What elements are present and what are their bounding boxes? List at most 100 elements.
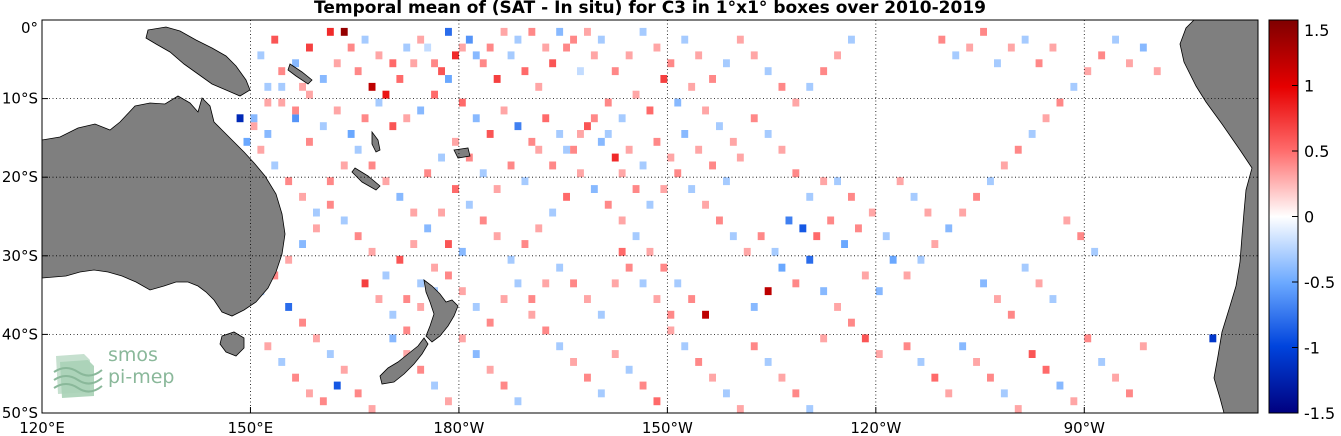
heatmap-cell bbox=[1139, 43, 1147, 52]
heatmap-cell bbox=[1042, 365, 1050, 374]
heatmap-cell bbox=[528, 27, 536, 36]
heatmap-cell bbox=[764, 287, 772, 296]
x-tick-label: 120°E bbox=[19, 419, 65, 436]
heatmap-cell bbox=[493, 75, 501, 83]
heatmap-cell bbox=[1014, 145, 1022, 154]
heatmap-cell bbox=[417, 279, 425, 288]
heatmap-cell bbox=[445, 271, 452, 280]
new-caledonia-landmass bbox=[351, 167, 381, 191]
heatmap-cell bbox=[1153, 67, 1161, 76]
heatmap-cell bbox=[778, 373, 786, 382]
plot-frame bbox=[41, 19, 1259, 414]
heatmap-cell bbox=[980, 279, 987, 288]
heatmap-cell bbox=[604, 130, 612, 138]
heatmap-cell bbox=[827, 216, 835, 225]
heatmap-cell bbox=[848, 192, 855, 201]
heatmap-cell bbox=[639, 279, 647, 288]
heatmap-cell bbox=[340, 216, 348, 225]
heatmap-cell bbox=[354, 145, 362, 154]
heatmap-cell bbox=[452, 51, 459, 60]
heatmap-cell bbox=[445, 27, 452, 36]
y-tick-label: 30°S bbox=[2, 247, 38, 265]
heatmap-cell bbox=[306, 90, 313, 99]
heatmap-cell bbox=[1049, 43, 1057, 52]
heatmap-cell bbox=[785, 216, 793, 225]
heatmap-cell bbox=[681, 342, 689, 351]
heatmap-cell bbox=[556, 342, 564, 351]
heatmap-cell bbox=[313, 208, 320, 217]
heatmap-cell bbox=[994, 295, 1001, 303]
heatmap-cell bbox=[458, 334, 466, 343]
heatmap-cell bbox=[695, 358, 703, 366]
heatmap-cell bbox=[285, 303, 293, 311]
heatmap-cell bbox=[1000, 161, 1008, 170]
heatmap-cell bbox=[292, 106, 299, 115]
heatmap-cell bbox=[1098, 51, 1106, 60]
heatmap-cell bbox=[368, 82, 376, 91]
heatmap-cell bbox=[931, 240, 939, 248]
heatmap-cell bbox=[618, 216, 626, 225]
south-america-landmass bbox=[1179, 20, 1258, 413]
heatmap-cell bbox=[521, 240, 529, 248]
heatmap-cell bbox=[702, 200, 709, 209]
heatmap-cell bbox=[653, 137, 661, 146]
heatmap-cell bbox=[271, 271, 279, 280]
heatmap-cell bbox=[987, 373, 994, 382]
y-tick-label: 0° bbox=[21, 19, 38, 37]
heatmap-cell bbox=[632, 90, 640, 99]
heatmap-cell bbox=[326, 177, 334, 186]
heatmap-cell bbox=[479, 216, 487, 225]
heatmap-cell bbox=[319, 397, 327, 406]
heatmap-cell bbox=[563, 43, 570, 52]
heatmap-cell bbox=[646, 106, 654, 115]
heatmap-cell bbox=[1028, 350, 1036, 358]
heatmap-cell bbox=[514, 122, 522, 131]
heatmap-cell bbox=[611, 279, 619, 288]
heatmap-cell bbox=[326, 350, 334, 358]
heatmap-cell bbox=[632, 185, 640, 193]
heatmap-cell bbox=[1209, 334, 1217, 343]
heatmap-cell bbox=[896, 177, 904, 186]
heatmap-cell bbox=[340, 161, 348, 170]
heatmap-cell bbox=[806, 255, 814, 264]
heatmap-cell bbox=[736, 405, 744, 413]
heatmap-cell bbox=[299, 82, 306, 91]
heatmap-cell bbox=[465, 200, 473, 209]
heatmap-cell bbox=[1084, 334, 1092, 343]
heatmap-cell bbox=[368, 405, 376, 413]
heatmap-cell bbox=[723, 177, 730, 186]
heatmap-cell bbox=[486, 130, 494, 138]
heatmap-cell bbox=[292, 373, 299, 382]
heatmap-cell bbox=[632, 232, 640, 241]
heatmap-cell bbox=[375, 51, 383, 60]
heatmap-cell bbox=[271, 35, 279, 44]
heatmap-cell bbox=[410, 240, 418, 248]
heatmap-cell bbox=[966, 43, 974, 52]
heatmap-cell bbox=[382, 271, 390, 280]
heatmap-cell bbox=[1049, 295, 1057, 303]
heatmap-cell bbox=[472, 303, 480, 311]
logo-text-pi-mep: pi-mep bbox=[108, 366, 175, 388]
heatmap-cell bbox=[528, 137, 536, 146]
heatmap-cell bbox=[590, 185, 598, 193]
colorbar-tick-label: 0 bbox=[1304, 208, 1314, 227]
heatmap-cell bbox=[709, 75, 716, 83]
heatmap-cell bbox=[597, 389, 605, 398]
heatmap-cell bbox=[257, 51, 265, 60]
heatmap-cell bbox=[646, 247, 654, 256]
heatmap-cell bbox=[667, 310, 675, 319]
heatmap-cell bbox=[340, 365, 348, 374]
heatmap-cell bbox=[681, 35, 689, 44]
heatmap-cell bbox=[542, 279, 550, 288]
heatmap-cell bbox=[521, 67, 529, 76]
heatmap-cell bbox=[514, 279, 522, 288]
heatmap-cell bbox=[549, 59, 557, 68]
heatmap-cell bbox=[584, 295, 591, 303]
heatmap-cell bbox=[431, 263, 438, 272]
vanuatu-landmass bbox=[371, 130, 381, 153]
heatmap-cell bbox=[556, 263, 564, 272]
heatmap-cell bbox=[389, 59, 397, 68]
heatmap-cell bbox=[848, 35, 855, 44]
heatmap-cell bbox=[236, 114, 244, 123]
